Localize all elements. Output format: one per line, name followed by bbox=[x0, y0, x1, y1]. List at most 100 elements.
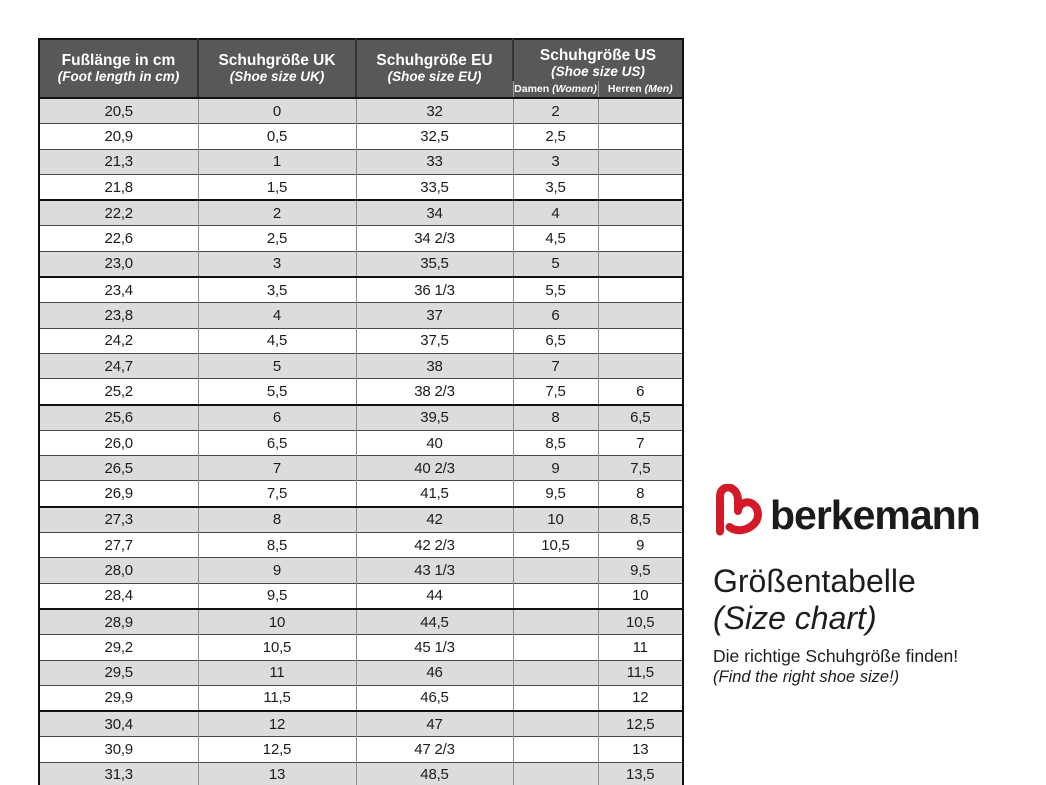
cell-foot-length-cm: 26,5 bbox=[39, 455, 198, 481]
cell-size-us-men: 9,5 bbox=[597, 557, 683, 584]
cell-size-us-women bbox=[512, 710, 598, 737]
cell-size-eu: 38 2/3 bbox=[355, 378, 513, 406]
cell-size-uk: 11,5 bbox=[197, 684, 356, 713]
cell-size-us-women bbox=[512, 557, 598, 584]
cell-size-us-women: 3,5 bbox=[512, 173, 598, 202]
cell-size-us-men: 8 bbox=[597, 480, 683, 508]
table-row: 20,5 0 32 2 bbox=[39, 97, 683, 124]
cell-foot-length-cm: 24,2 bbox=[39, 327, 198, 354]
cell-size-uk: 9 bbox=[197, 557, 356, 584]
cell-foot-length-cm: 20,5 bbox=[39, 97, 198, 124]
table-row: 23,8 4 37 6 bbox=[39, 302, 683, 329]
table-row: 21,3 1 33 3 bbox=[39, 148, 683, 175]
cell-size-us-women: 4,5 bbox=[512, 225, 598, 252]
table-row: 25,6 6 39,5 8 6,5 bbox=[39, 404, 683, 431]
cell-size-uk: 4,5 bbox=[197, 327, 356, 354]
cell-size-eu: 34 bbox=[355, 199, 513, 226]
size-chart-title-de: Größentabelle bbox=[713, 563, 916, 599]
table-row: 26,5 7 40 2/3 9 7,5 bbox=[39, 455, 683, 481]
cell-size-uk: 8 bbox=[197, 506, 356, 533]
cell-size-us-women: 8 bbox=[512, 404, 598, 431]
col-header-foot-length-en: (Foot length in cm) bbox=[57, 68, 180, 84]
cell-foot-length-cm: 29,2 bbox=[39, 634, 198, 661]
cell-size-eu: 35,5 bbox=[355, 250, 513, 279]
table-row: 29,9 11,5 46,5 12 bbox=[39, 684, 683, 713]
cell-size-us-men: 13 bbox=[597, 736, 683, 763]
table-row: 28,0 9 43 1/3 9,5 bbox=[39, 557, 683, 584]
cell-foot-length-cm: 28,0 bbox=[39, 557, 198, 584]
cell-size-us-men bbox=[597, 276, 683, 303]
cell-size-uk: 7 bbox=[197, 455, 356, 481]
cell-size-us-women bbox=[512, 761, 598, 785]
cell-size-us-men bbox=[597, 199, 683, 226]
cell-size-us-men bbox=[597, 173, 683, 202]
cell-foot-length-cm: 28,4 bbox=[39, 582, 198, 610]
cell-size-eu: 34 2/3 bbox=[355, 225, 513, 252]
table-row: 28,9 10 44,5 10,5 bbox=[39, 608, 683, 635]
cell-size-eu: 32,5 bbox=[355, 123, 513, 150]
cell-size-us-women: 7,5 bbox=[512, 378, 598, 406]
cell-size-uk: 6 bbox=[197, 404, 356, 431]
cell-size-uk: 11 bbox=[197, 659, 356, 686]
cell-foot-length-cm: 23,0 bbox=[39, 250, 198, 279]
size-chart-title-en: (Size chart) bbox=[713, 600, 877, 636]
cell-foot-length-cm: 22,2 bbox=[39, 199, 198, 226]
cell-size-us-women bbox=[512, 608, 598, 635]
us-women-label-en: (Women) bbox=[552, 83, 597, 95]
col-header-size-uk-en: (Shoe size UK) bbox=[229, 68, 325, 84]
cell-foot-length-cm: 29,9 bbox=[39, 684, 198, 713]
cell-size-uk: 2,5 bbox=[197, 225, 356, 252]
cell-size-us-men bbox=[597, 250, 683, 279]
table-row: 21,8 1,5 33,5 3,5 bbox=[39, 173, 683, 202]
cell-size-eu: 44,5 bbox=[355, 608, 513, 635]
cell-size-us-women: 6,5 bbox=[512, 327, 598, 354]
cell-size-us-women: 10 bbox=[512, 506, 598, 533]
cell-foot-length-cm: 27,3 bbox=[39, 506, 198, 533]
cell-size-us-men bbox=[597, 352, 683, 379]
cell-size-eu: 39,5 bbox=[355, 404, 513, 431]
cell-size-us-men: 11,5 bbox=[597, 659, 683, 686]
cell-foot-length-cm: 28,9 bbox=[39, 608, 198, 635]
cell-size-eu: 47 2/3 bbox=[355, 736, 513, 763]
cell-size-eu: 45 1/3 bbox=[355, 634, 513, 661]
cell-foot-length-cm: 21,8 bbox=[39, 173, 198, 202]
table-row: 26,9 7,5 41,5 9,5 8 bbox=[39, 480, 683, 508]
cell-size-us-women bbox=[512, 582, 598, 610]
cell-size-uk: 1 bbox=[197, 148, 356, 175]
cell-foot-length-cm: 27,7 bbox=[39, 532, 198, 558]
table-row: 20,9 0,5 32,5 2,5 bbox=[39, 123, 683, 150]
cell-size-us-women: 10,5 bbox=[512, 532, 598, 558]
cell-foot-length-cm: 30,9 bbox=[39, 736, 198, 763]
cell-size-eu: 33 bbox=[355, 148, 513, 175]
cell-size-us-men: 7 bbox=[597, 429, 683, 456]
cell-size-us-women: 4 bbox=[512, 199, 598, 226]
cell-size-us-men bbox=[597, 148, 683, 175]
cell-foot-length-cm: 22,6 bbox=[39, 225, 198, 252]
cell-size-eu: 37 bbox=[355, 302, 513, 329]
cell-size-us-men: 12,5 bbox=[597, 710, 683, 737]
cell-size-eu: 33,5 bbox=[355, 173, 513, 202]
cell-foot-length-cm: 25,6 bbox=[39, 404, 198, 431]
cell-foot-length-cm: 30,4 bbox=[39, 710, 198, 737]
cell-size-us-men bbox=[597, 97, 683, 124]
col-header-us-women: Damen (Women) bbox=[512, 81, 598, 99]
table-row: 24,7 5 38 7 bbox=[39, 352, 683, 379]
table-header-row: Fußlänge in cm (Foot length in cm) Schuh… bbox=[39, 39, 683, 99]
cell-size-uk: 0,5 bbox=[197, 123, 356, 150]
cell-size-uk: 12,5 bbox=[197, 736, 356, 763]
cell-foot-length-cm: 26,9 bbox=[39, 480, 198, 508]
cell-size-uk: 4 bbox=[197, 302, 356, 329]
table-header: Fußlänge in cm (Foot length in cm) Schuh… bbox=[39, 39, 683, 99]
cell-size-eu: 46 bbox=[355, 659, 513, 686]
cell-size-uk: 6,5 bbox=[197, 429, 356, 456]
cell-foot-length-cm: 23,8 bbox=[39, 302, 198, 329]
brand-name: berkemann bbox=[770, 492, 981, 538]
cell-foot-length-cm: 29,5 bbox=[39, 659, 198, 686]
cell-size-uk: 10 bbox=[197, 608, 356, 635]
brand-block bbox=[714, 484, 762, 536]
table-row: 27,7 8,5 42 2/3 10,5 9 bbox=[39, 532, 683, 558]
cell-size-us-women: 2 bbox=[512, 97, 598, 124]
cell-size-eu: 38 bbox=[355, 352, 513, 379]
cell-size-us-women: 7 bbox=[512, 352, 598, 379]
